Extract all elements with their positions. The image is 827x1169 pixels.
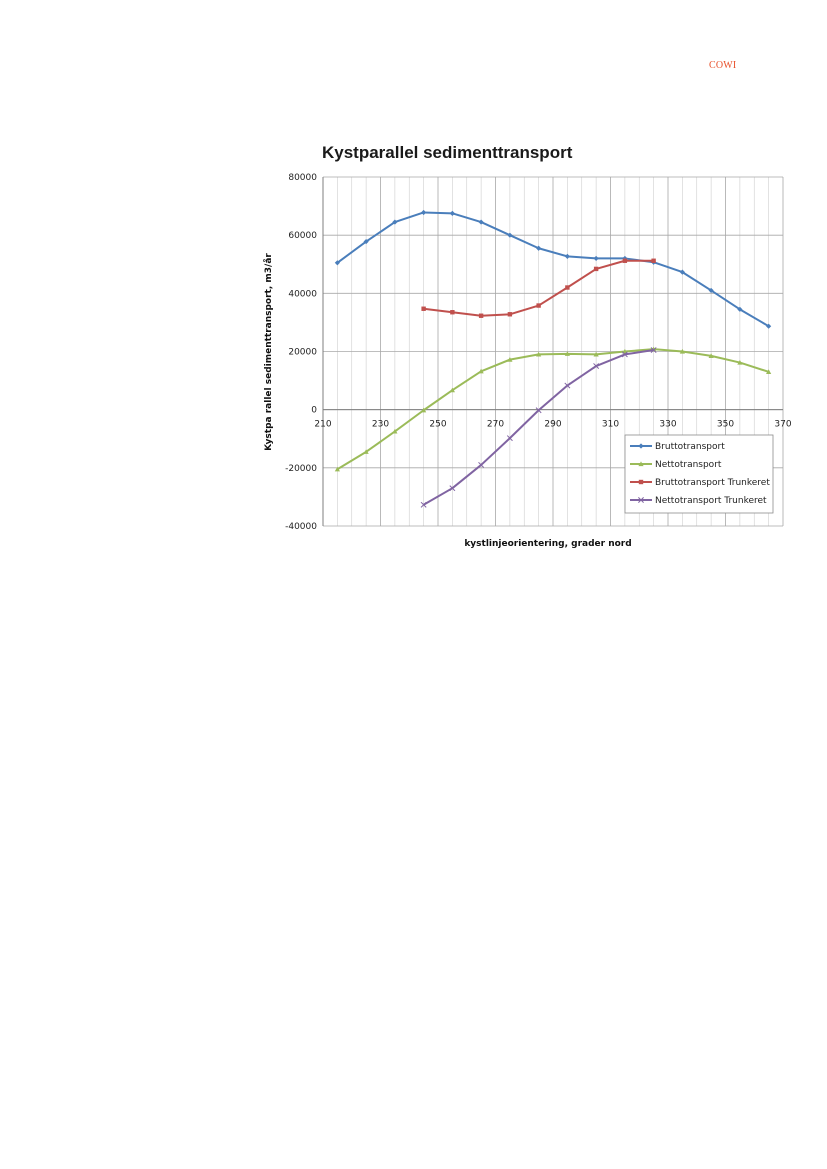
series-layer	[334, 209, 772, 508]
y-tick-label: -40000	[285, 522, 317, 532]
data-point	[478, 461, 485, 468]
y-tick-label: 60000	[288, 231, 317, 241]
x-tick-label: 370	[774, 420, 791, 430]
data-point	[392, 219, 398, 225]
x-tick-label: 250	[429, 420, 446, 430]
legend-label: Nettotransport	[655, 460, 722, 470]
data-point	[650, 347, 657, 353]
data-point	[421, 407, 427, 413]
y-tick-label: 20000	[288, 348, 317, 358]
data-point	[593, 255, 599, 262]
data-point	[737, 359, 743, 365]
x-tick-label: 230	[372, 420, 389, 430]
data-point	[420, 501, 427, 508]
data-point	[392, 428, 398, 434]
chart-title: Kystparallel sedimenttransport	[322, 143, 573, 162]
data-point	[363, 449, 369, 454]
y-tick-label: 0	[311, 406, 317, 416]
data-point	[363, 238, 369, 245]
data-point	[593, 363, 600, 369]
series-line	[336, 348, 769, 471]
data-point	[621, 351, 628, 358]
data-point	[638, 497, 644, 503]
series-line	[336, 211, 770, 328]
y-tick-label: -20000	[285, 464, 317, 474]
data-point	[622, 258, 628, 263]
data-point	[449, 485, 456, 492]
data-point	[536, 303, 541, 308]
data-point	[507, 312, 513, 317]
data-point	[622, 255, 628, 262]
company-logo: COWI	[709, 60, 737, 71]
data-point	[708, 353, 714, 358]
data-point	[478, 368, 484, 374]
x-tick-label: 350	[717, 420, 734, 430]
data-point	[506, 435, 513, 442]
legend-label: Nettotransport Trunkeret	[655, 496, 767, 506]
data-point	[507, 232, 513, 238]
data-point	[638, 461, 644, 467]
y-axis-title: Kystpa rallel sedimenttransport, m3/år	[263, 253, 274, 451]
x-tick-label: 270	[487, 420, 504, 430]
data-point	[507, 357, 513, 362]
legend-label: Bruttotransport	[655, 442, 725, 452]
series-bruttotransport-trunkeret	[421, 258, 656, 318]
data-point	[638, 443, 644, 449]
axes	[322, 177, 783, 526]
data-point	[334, 466, 340, 472]
data-point	[449, 387, 455, 393]
tick-labels: -40000 -20000 0 20000 40000 60000 80000 210 230 2…	[285, 173, 792, 532]
x-tick-label: 210	[314, 420, 331, 430]
data-point	[478, 313, 484, 318]
legend: Bruttotransport Nettotransport Bruttotrans…	[624, 434, 774, 514]
data-point	[421, 209, 427, 216]
legend-entry: Nettotransport Trunkeret	[630, 496, 767, 506]
series-nettotransport	[334, 346, 772, 472]
data-point	[535, 407, 542, 414]
data-point	[679, 348, 685, 354]
data-point	[679, 269, 685, 275]
legend-entry: Bruttotransport Trunkeret	[630, 478, 770, 488]
data-point	[334, 260, 340, 266]
data-point	[638, 479, 644, 485]
y-tick-label: 80000	[288, 173, 317, 183]
data-point	[651, 258, 656, 263]
data-point	[450, 310, 455, 315]
data-point	[766, 323, 772, 329]
data-point	[565, 285, 570, 290]
x-tick-label: 290	[544, 420, 561, 430]
series-nettotransport-trunkeret	[420, 347, 657, 508]
legend-entry: Nettotransport	[630, 460, 722, 470]
data-point	[564, 351, 570, 356]
data-point	[564, 253, 570, 259]
legend-label: Bruttotransport Trunkeret	[655, 478, 770, 488]
data-point	[737, 306, 743, 312]
data-point	[421, 306, 426, 311]
data-point	[766, 369, 772, 374]
data-point	[564, 382, 571, 389]
data-point	[478, 219, 484, 225]
data-point	[536, 351, 542, 357]
x-axis-title: kystlinjeorientering, grader nord	[464, 539, 631, 549]
y-tick-label: 40000	[288, 289, 317, 299]
x-tick-label: 310	[602, 420, 619, 430]
x-tick-label: 330	[659, 420, 676, 430]
data-point	[593, 351, 599, 357]
data-point	[449, 210, 455, 216]
data-point	[593, 266, 599, 272]
data-point	[536, 245, 542, 251]
legend-entry: Bruttotransport	[630, 442, 725, 452]
data-point	[708, 287, 714, 294]
